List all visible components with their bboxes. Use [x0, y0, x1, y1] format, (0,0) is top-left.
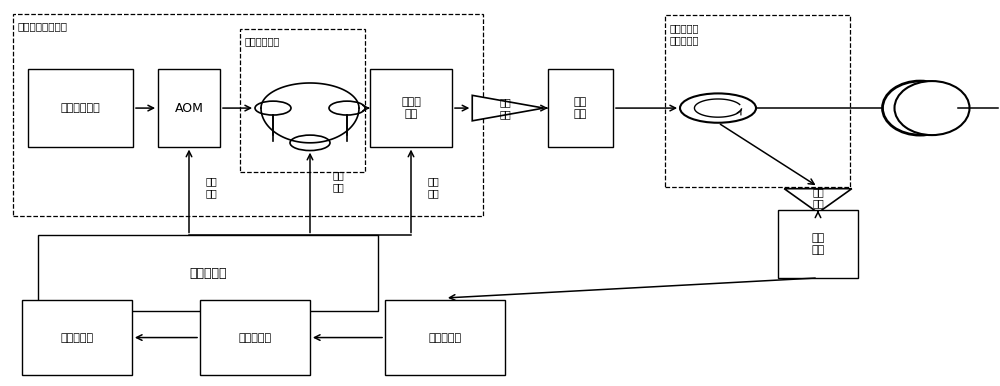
Bar	[158, 69, 220, 147]
Polygon shape	[784, 189, 852, 213]
Bar	[240, 29, 365, 172]
Text: 信号发生器: 信号发生器	[189, 267, 227, 279]
Text: 偏振切
换器: 偏振切 换器	[401, 97, 421, 119]
Text: 非平衡干涉仪: 非平衡干涉仪	[245, 37, 280, 47]
Bar	[665, 15, 850, 187]
Text: 方波
信号: 方波 信号	[427, 176, 439, 198]
Text: 光滤
波器: 光滤 波器	[574, 97, 587, 119]
Bar	[778, 210, 858, 278]
Bar	[200, 300, 310, 375]
Text: 数据采集卡: 数据采集卡	[238, 333, 272, 342]
Text: 双光脉冲生成组件: 双光脉冲生成组件	[18, 21, 68, 31]
Text: 窄线宽激光器: 窄线宽激光器	[61, 103, 100, 113]
Text: 光滤
波器: 光滤 波器	[811, 234, 825, 255]
Ellipse shape	[895, 81, 970, 135]
Bar	[22, 300, 132, 375]
Text: 光电探测器: 光电探测器	[428, 333, 462, 342]
Polygon shape	[472, 95, 544, 121]
Text: 脉冲
信号: 脉冲 信号	[205, 176, 217, 198]
Bar	[38, 235, 378, 311]
Bar	[370, 69, 452, 147]
Text: 信号处理机: 信号处理机	[60, 333, 94, 342]
Text: AOM: AOM	[175, 102, 203, 115]
Text: 光放
大器: 光放 大器	[812, 187, 824, 208]
Text: 正弦
信号: 正弦 信号	[332, 171, 344, 192]
Bar	[13, 14, 483, 216]
Bar	[548, 69, 613, 147]
Ellipse shape	[883, 81, 958, 135]
Text: 光脉冲注入
及接收装置: 光脉冲注入 及接收装置	[670, 23, 699, 45]
Text: 光放
大器: 光放 大器	[499, 97, 511, 119]
Bar	[28, 69, 133, 147]
Bar	[385, 300, 505, 375]
